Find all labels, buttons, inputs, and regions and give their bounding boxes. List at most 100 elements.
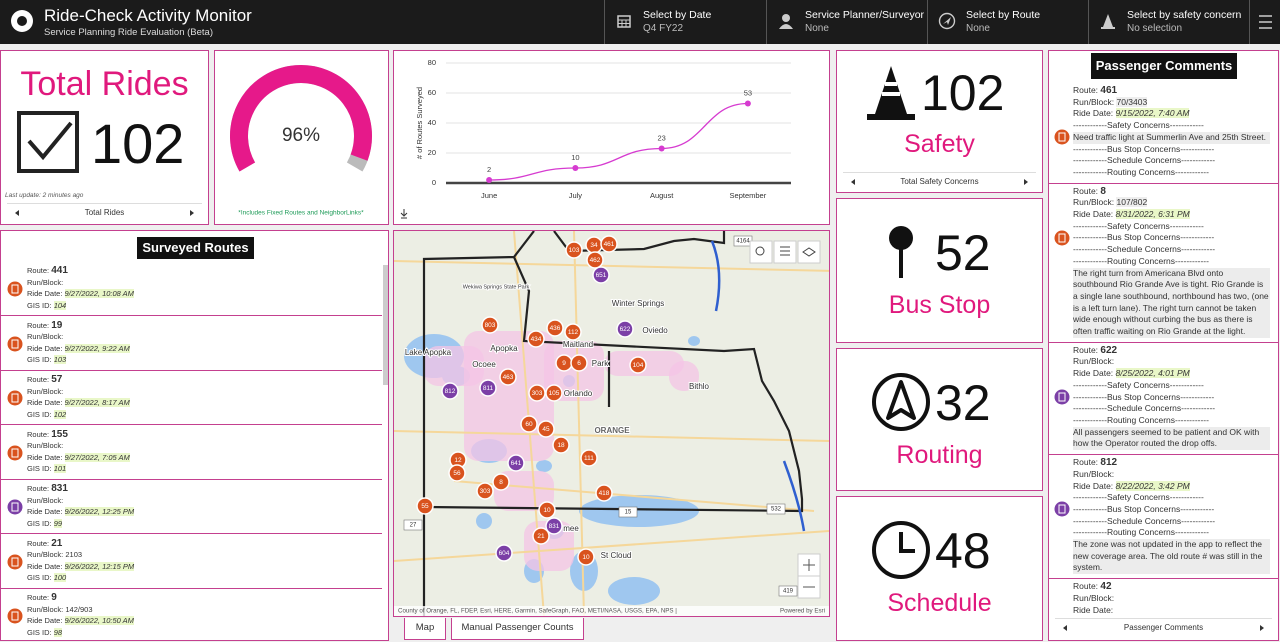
record-icon	[1054, 230, 1070, 246]
graphic	[872, 521, 930, 579]
comment-item[interactable]: Route: 461 Run/Block: 70/3403 Ride Date: 9…	[1049, 83, 1278, 184]
map-tool-button[interactable]	[749, 240, 773, 264]
concern-label: Routing	[896, 441, 983, 469]
graphic	[7, 445, 23, 460]
route-marker[interactable]: 811	[479, 379, 497, 397]
map-tab[interactable]: Map	[404, 618, 446, 640]
comment-item[interactable]: Route: 42 Run/Block: Ride Date:	[1049, 579, 1278, 615]
filter-button[interactable]: Select by Route None	[927, 0, 1089, 44]
prev-arrow[interactable]	[15, 210, 19, 216]
record-icon	[1054, 389, 1070, 405]
concern-heading: ------------Routing Concerns------------	[1073, 166, 1209, 177]
field-label: Run/Block:	[27, 441, 64, 450]
route-marker[interactable]: 21	[532, 527, 550, 545]
map-tool-button[interactable]	[797, 240, 821, 264]
route-item[interactable]: Route: 441 Run/Block: Ride Date: 9/27/202…	[1, 261, 382, 316]
route-marker[interactable]: 104	[629, 356, 647, 374]
route-marker[interactable]: 6	[570, 354, 588, 372]
concern-heading: ------------Bus Stop Concerns-----------…	[1073, 391, 1215, 402]
route-marker[interactable]: 105	[545, 384, 563, 402]
route-marker[interactable]: 18	[552, 436, 570, 454]
route-marker[interactable]: 112	[564, 323, 582, 341]
footer-label: Total Safety Concerns	[900, 177, 979, 186]
route-marker[interactable]: 622	[616, 320, 634, 338]
comment-item[interactable]: Route: 622 Run/Block: Ride Date: 8/25/202…	[1049, 343, 1278, 456]
road-shield	[618, 506, 638, 518]
route-marker[interactable]: 831	[545, 517, 563, 535]
comment-item[interactable]: Route: 812 Run/Block: Ride Date: 8/22/202…	[1049, 455, 1278, 580]
place-label: St Cloud	[601, 551, 632, 560]
comment-item[interactable]: Route: 8 Run/Block: 107/802 Ride Date: 8/3…	[1049, 184, 1278, 343]
field-row: Run/Block:	[27, 386, 130, 398]
route-item[interactable]: Route: 831 Run/Block: Ride Date: 9/26/202…	[1, 479, 382, 534]
route-marker[interactable]: 651	[592, 266, 610, 284]
prev-arrow[interactable]	[1063, 625, 1067, 631]
route-marker[interactable]: 436	[546, 319, 564, 337]
map-tool-button[interactable]	[773, 240, 797, 264]
route-item[interactable]: Route: 155 Run/Block: Ride Date: 9/27/202…	[1, 425, 382, 480]
route-marker[interactable]: 60	[520, 415, 538, 433]
next-arrow[interactable]	[190, 210, 194, 216]
route-marker[interactable]: 803	[481, 316, 499, 334]
route-marker[interactable]: 10	[577, 548, 595, 566]
route-marker[interactable]: 812	[441, 382, 459, 400]
route-marker[interactable]: 56	[448, 464, 466, 482]
record-icon-doc	[11, 339, 19, 348]
marker-label: 463	[503, 374, 514, 381]
graphic: Winter Springs Oviedo Apopka Maitland Orland…	[394, 231, 829, 616]
next-arrow[interactable]	[1260, 625, 1264, 631]
prev-arrow[interactable]	[851, 179, 855, 185]
field-row: Ride Date: 9/27/2022, 10:08 AM	[27, 288, 134, 300]
route-marker[interactable]: 103	[565, 241, 583, 259]
field-value: 98	[53, 627, 63, 637]
field-label: Run/Block:	[1073, 468, 1115, 479]
route-marker[interactable]: 10	[538, 501, 556, 519]
route-marker[interactable]: 462	[586, 251, 604, 269]
marker-circle	[570, 354, 588, 372]
field-value: 9/26/2022, 12:15 PM	[64, 561, 135, 571]
route-item[interactable]: Route: 57 Run/Block: Ride Date: 9/27/2022…	[1, 370, 382, 425]
marker-circle	[580, 449, 598, 467]
route-marker[interactable]: 55	[416, 497, 434, 515]
field-row: GIS ID: 102	[27, 409, 130, 421]
marker-label: 34	[590, 242, 598, 249]
route-marker[interactable]: 303	[528, 384, 546, 402]
map-tab[interactable]: Manual Passenger Counts	[451, 618, 584, 640]
route-marker[interactable]: 45	[537, 420, 555, 438]
route-marker[interactable]: 461	[600, 235, 618, 253]
route-item[interactable]: Route: 9 Run/Block: 142/903 Ride Date: 9/2…	[1, 588, 382, 640]
route-marker[interactable]: 418	[595, 484, 613, 502]
marker-circle	[545, 517, 563, 535]
route-marker[interactable]: 9	[555, 354, 573, 372]
field-label: Ride Date:	[1073, 480, 1114, 491]
route-marker[interactable]: 463	[499, 368, 517, 386]
marker-label: 55	[421, 503, 429, 510]
route-item[interactable]: Route: 21 Run/Block: 2103 Ride Date: 9/26/…	[1, 534, 382, 589]
route-item[interactable]: Route: 19 Run/Block: Ride Date: 9/27/2022…	[1, 316, 382, 371]
concern-heading: ------------Schedule Concerns-----------…	[1073, 244, 1216, 255]
route-marker[interactable]: 12	[449, 451, 467, 469]
route-marker[interactable]: 303	[476, 482, 494, 500]
route-marker[interactable]: 111	[580, 449, 598, 467]
filter-button[interactable]: Service Planner/Surveyor None	[766, 0, 928, 44]
next-arrow[interactable]	[1024, 179, 1028, 185]
route-marker[interactable]: 8	[492, 473, 510, 491]
graphic	[1101, 14, 1115, 29]
place-label: Park	[592, 359, 609, 368]
route-marker[interactable]: 604	[495, 544, 513, 562]
marker-label: 103	[569, 247, 580, 254]
route-marker[interactable]: 641	[507, 454, 525, 472]
menu-button[interactable]	[1249, 0, 1280, 44]
county-border	[422, 231, 804, 616]
marker-circle	[564, 323, 582, 341]
field-row: Run/Block: 142/903	[27, 604, 134, 616]
filter-button[interactable]: Select by safety concern No selection	[1088, 0, 1250, 44]
marker-circle	[616, 320, 634, 338]
filter-button[interactable]: Select by Date Q4 FY22	[604, 0, 766, 44]
concern-value: 52	[935, 225, 991, 281]
field-label: Route:	[1073, 344, 1099, 355]
y-tick-label: 40	[428, 118, 436, 127]
route-marker[interactable]: 34	[585, 236, 603, 254]
data-point	[486, 177, 493, 183]
route-marker[interactable]: 434	[527, 330, 545, 348]
